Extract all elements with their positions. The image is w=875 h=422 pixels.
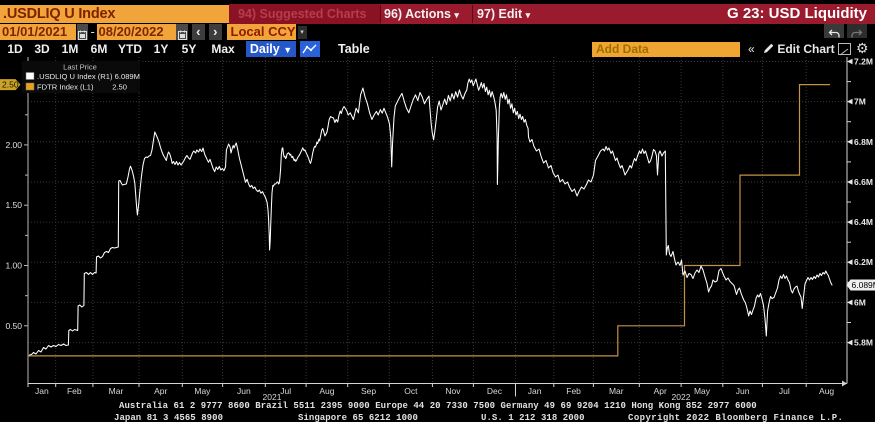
svg-text:2022: 2022: [672, 392, 691, 402]
svg-text:Jan: Jan: [35, 386, 49, 396]
svg-text:Jun: Jun: [736, 386, 750, 396]
svg-text:Oct: Oct: [404, 386, 418, 396]
svg-text:Aug: Aug: [819, 386, 834, 396]
svg-text:0.50: 0.50: [5, 321, 22, 331]
svg-text:Aug: Aug: [319, 386, 334, 396]
svg-text:Mar: Mar: [109, 386, 124, 396]
svg-text:1.00: 1.00: [5, 261, 22, 271]
svg-text:1.50: 1.50: [5, 200, 22, 210]
svg-text:Sep: Sep: [361, 386, 376, 396]
svg-text:Jul: Jul: [779, 386, 790, 396]
svg-text:FDTR Index (L1): FDTR Index (L1): [37, 83, 94, 92]
svg-text:6.6M: 6.6M: [854, 177, 873, 187]
svg-text:2.50: 2.50: [2, 80, 19, 90]
svg-text:Apr: Apr: [654, 386, 667, 396]
svg-text:Jul: Jul: [280, 386, 291, 396]
svg-text:Jan: Jan: [528, 386, 542, 396]
svg-text:7M: 7M: [854, 97, 866, 107]
svg-text:May: May: [194, 386, 211, 396]
svg-text:5.8M: 5.8M: [854, 338, 873, 348]
svg-text:2.50: 2.50: [112, 83, 127, 92]
svg-text:May: May: [694, 386, 711, 396]
svg-text:6.089M: 6.089M: [852, 280, 875, 290]
svg-text:2021: 2021: [263, 392, 282, 402]
svg-text:Jun: Jun: [237, 386, 251, 396]
svg-text:Mar: Mar: [609, 386, 624, 396]
svg-text:Dec: Dec: [487, 386, 503, 396]
svg-text:2.00: 2.00: [5, 140, 22, 150]
svg-text:Feb: Feb: [566, 386, 581, 396]
svg-text:7.2M: 7.2M: [854, 57, 873, 67]
svg-text:Nov: Nov: [445, 386, 461, 396]
svg-text:6.2M: 6.2M: [854, 257, 873, 267]
svg-text:6.4M: 6.4M: [854, 217, 873, 227]
svg-text:6.8M: 6.8M: [854, 137, 873, 147]
svg-text:.USDLIQ U Index (R1) 6.089M: .USDLIQ U Index (R1) 6.089M: [37, 72, 140, 81]
svg-text:Feb: Feb: [67, 386, 82, 396]
svg-text:6M: 6M: [854, 297, 866, 307]
svg-text:Last Price: Last Price: [63, 63, 97, 72]
svg-text:Apr: Apr: [154, 386, 167, 396]
